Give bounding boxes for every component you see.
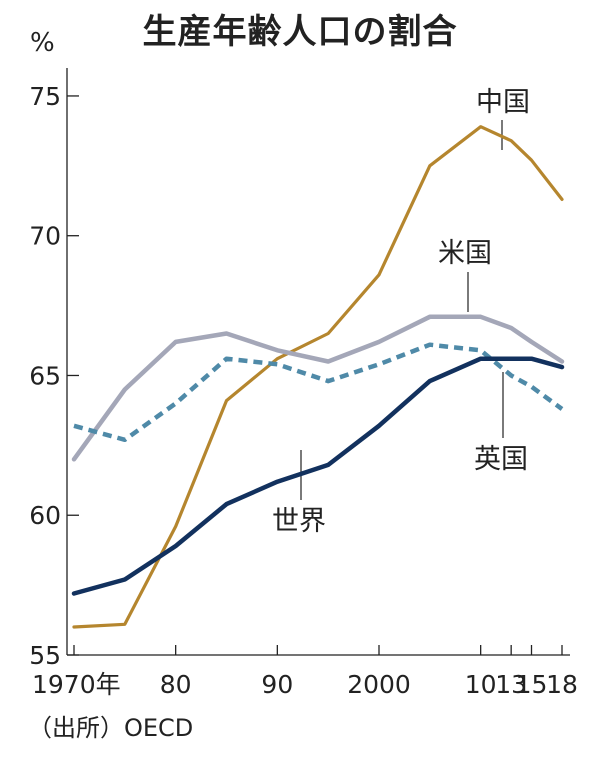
series-lines bbox=[71, 125, 565, 629]
series-line-中国 bbox=[72, 125, 564, 629]
x-tick-label: 2000 bbox=[347, 670, 411, 699]
source-note: （出所）OECD bbox=[28, 714, 194, 742]
label-leader-lines bbox=[300, 120, 504, 500]
chart-title: 生産年齢人口の割合 bbox=[142, 12, 458, 52]
x-tick-label: 1970年 bbox=[32, 670, 121, 699]
x-tick-label: 18 bbox=[546, 670, 578, 699]
y-tick-label: 70 bbox=[29, 222, 61, 251]
series-label-米国: 米国 bbox=[438, 238, 492, 269]
series-line-米国 bbox=[71, 314, 565, 462]
y-tick-label: 60 bbox=[29, 501, 61, 530]
y-tick-label: 65 bbox=[29, 361, 61, 390]
x-tick-label: 10 bbox=[465, 670, 497, 699]
x-tick-label: 15 bbox=[516, 670, 548, 699]
series-line-世界 bbox=[71, 356, 565, 596]
y-axis-unit: % bbox=[30, 28, 55, 58]
series-label-世界: 世界 bbox=[272, 506, 326, 537]
series-label-中国: 中国 bbox=[476, 87, 530, 118]
y-tick-label: 75 bbox=[29, 82, 61, 111]
y-tick-label: 55 bbox=[29, 641, 61, 670]
x-tick-label: 13 bbox=[495, 670, 527, 699]
x-tick-label: 80 bbox=[160, 670, 192, 699]
x-tick-label: 90 bbox=[261, 670, 293, 699]
series-label-英国: 英国 bbox=[474, 444, 528, 475]
